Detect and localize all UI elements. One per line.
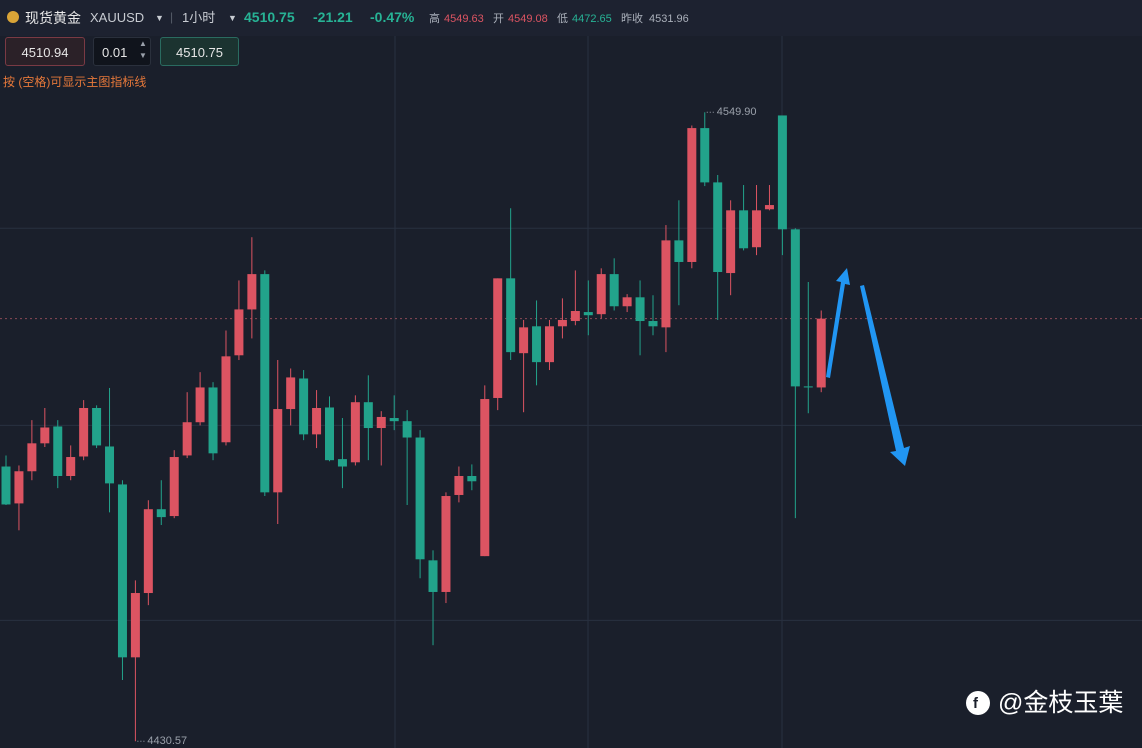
candle-body — [674, 240, 684, 262]
candle-body — [583, 312, 593, 316]
open: 4549.08 — [508, 13, 548, 25]
candle-body — [325, 407, 334, 461]
candle-body — [299, 378, 309, 435]
annotation-label: 4430.57 — [147, 735, 187, 747]
candle-body — [273, 409, 283, 493]
candle-body — [428, 560, 438, 592]
candle-body — [105, 446, 115, 484]
watermark-icon-glyph: f — [973, 695, 979, 712]
prev-close: 4531.96 — [649, 13, 689, 25]
candle-body — [803, 386, 813, 388]
candle-body — [389, 418, 399, 422]
candle-body — [713, 182, 723, 272]
candle-body — [519, 327, 529, 354]
dropdown-caret[interactable]: ▼ — [228, 13, 237, 23]
candle-body — [247, 274, 257, 310]
candle-body — [195, 387, 205, 423]
candle-body — [14, 471, 24, 504]
candle-body — [764, 205, 774, 210]
candle-body — [739, 210, 749, 249]
candle-body — [570, 311, 580, 322]
arrow-down — [860, 285, 910, 466]
candle-body — [752, 210, 762, 248]
symbol[interactable]: XAUUSD — [90, 10, 145, 25]
candle-body — [92, 408, 102, 446]
candle-body — [700, 128, 710, 183]
candle-body — [286, 377, 296, 410]
open-label: 开 — [493, 13, 504, 25]
change-pct: -0.47% — [370, 9, 415, 25]
candle-body — [454, 476, 464, 495]
candle-body — [467, 476, 477, 482]
candle-body — [376, 416, 386, 429]
candle-body — [609, 274, 619, 307]
candle-body — [350, 402, 360, 463]
spinner[interactable]: ▲ ▼ — [139, 39, 147, 60]
low-label: 低 — [557, 13, 568, 25]
high: 4549.63 — [444, 13, 484, 25]
prev-close-label: 昨收 — [621, 13, 643, 25]
candle-body — [635, 297, 645, 322]
candle-body — [182, 422, 192, 456]
plot: 4549.90 4430.57 — [0, 106, 1142, 747]
candle-body — [221, 356, 231, 443]
candle-body — [260, 274, 270, 493]
lot-input[interactable]: 0.01 — [93, 37, 151, 66]
name: 现货黄金 — [25, 10, 81, 26]
dropdown-caret[interactable]: ▼ — [155, 13, 164, 23]
candle-body — [661, 240, 671, 328]
annotation-label: 4549.90 — [717, 106, 757, 118]
change: -21.21 — [313, 9, 353, 25]
candle-body — [441, 496, 451, 592]
candle-body — [687, 128, 697, 262]
candle-body — [27, 443, 37, 472]
candle-body — [337, 459, 347, 467]
hint: 按 (空格)可显示主图指标线 — [3, 75, 147, 89]
candle-body — [557, 319, 567, 327]
watermark: @金枝玉葉 — [998, 689, 1124, 717]
candle-body — [648, 321, 658, 327]
gold-icon — [7, 11, 19, 23]
candle-body — [40, 427, 50, 444]
candle-body — [169, 457, 179, 517]
candle-body — [156, 509, 166, 518]
candle-body — [726, 210, 736, 274]
arrow-up — [826, 268, 850, 378]
watermark-icon — [966, 691, 990, 715]
candle-body — [596, 274, 606, 315]
candle-body — [506, 278, 516, 353]
high-label: 高 — [429, 13, 440, 25]
candle-body — [415, 437, 425, 560]
candle-body — [1, 466, 11, 505]
candle-body — [130, 593, 140, 658]
separator: | — [170, 10, 174, 24]
candle-body — [312, 408, 322, 435]
candle-body — [117, 484, 127, 658]
candle-body — [208, 387, 218, 454]
candle-body — [480, 399, 490, 557]
candle-body — [79, 408, 89, 457]
candle-body — [816, 318, 826, 388]
buy-button[interactable]: 4510.75 — [160, 37, 239, 66]
candle-body — [622, 297, 632, 307]
candle-body — [402, 421, 412, 438]
candle-body — [66, 457, 76, 476]
sell-button[interactable]: 4510.94 — [5, 37, 85, 66]
candle-body — [777, 115, 787, 230]
candle-body — [544, 326, 554, 363]
low: 4472.65 — [572, 13, 612, 25]
candle-body — [363, 402, 373, 429]
candle-body — [143, 509, 153, 594]
interval[interactable]: 1小时 — [182, 10, 216, 25]
candle-body — [532, 326, 542, 363]
candle-body — [493, 278, 503, 398]
header-bg — [0, 0, 1142, 36]
candle-body — [234, 309, 244, 356]
candle-body — [790, 229, 800, 387]
candle-body — [53, 426, 63, 476]
price: 4510.75 — [244, 9, 295, 25]
